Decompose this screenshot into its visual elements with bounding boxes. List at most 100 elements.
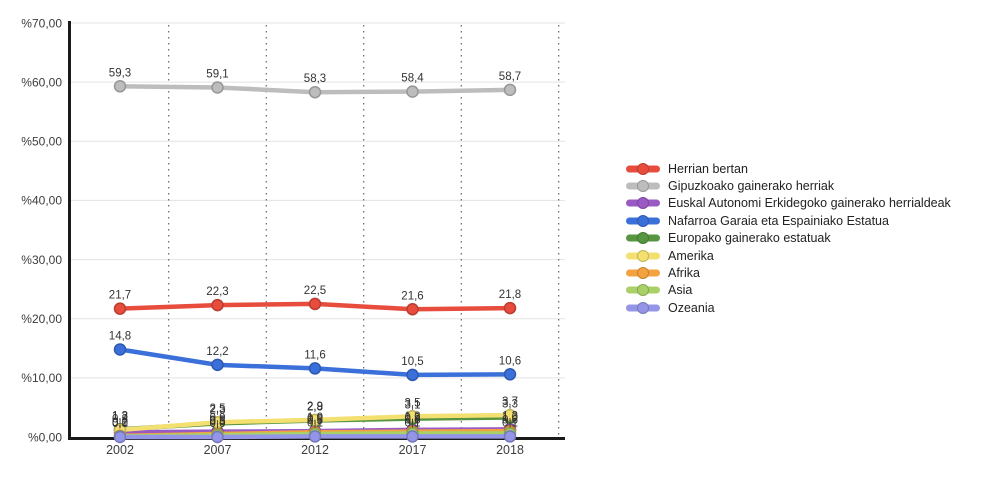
data-point-label: 0,9 <box>405 413 421 425</box>
data-point-label: 12,2 <box>206 346 228 358</box>
data-point-label: 10,6 <box>499 355 521 367</box>
data-point-label: 0,0 <box>112 418 128 430</box>
data-point-label: 21,8 <box>499 289 521 301</box>
data-point-ozeania <box>211 430 224 444</box>
y-tick-label: %0,00 <box>28 430 62 444</box>
data-point-label: 1,0 <box>307 412 323 424</box>
data-point-herrian-bertan <box>308 297 322 311</box>
data-point-gipuzkoako-gainerako-herriak <box>503 83 517 97</box>
legend-swatch-icon <box>626 266 660 280</box>
legend-swatch-icon <box>626 162 660 176</box>
x-tick-label: 2018 <box>496 443 524 457</box>
data-point-label: 10,5 <box>401 356 423 368</box>
data-point-herrian-bertan <box>113 302 127 315</box>
data-point-ozeania <box>503 430 517 443</box>
data-point-label: 0,5 <box>210 415 226 427</box>
data-point-label: 1,2 <box>405 411 421 423</box>
data-point-gipuzkoako-gainerako-herriak <box>211 81 224 94</box>
legend-label: Amerika <box>668 248 714 263</box>
legend-item-afrika: Afrika <box>626 264 951 281</box>
legend-label: Europako gainerako estatuak <box>668 231 831 246</box>
x-tick-label: 2012 <box>301 443 329 457</box>
data-point-gipuzkoako-gainerako-herriak <box>113 80 127 93</box>
legend-label: Herrian bertan <box>668 161 748 176</box>
legend-label: Gipuzkoako gainerako herriak <box>668 179 835 194</box>
data-point-label: 1,2 <box>112 411 128 423</box>
data-point-label: 58,3 <box>304 73 326 85</box>
data-point-label: 2,3 <box>210 404 226 416</box>
data-point-label: 2,5 <box>210 403 226 415</box>
legend-swatch-icon <box>626 214 660 228</box>
data-point-label: 59,1 <box>206 68 228 80</box>
data-point-label: 22,5 <box>304 285 326 297</box>
data-point-amerika <box>211 415 224 429</box>
data-point-label: 0,1 <box>307 417 323 429</box>
data-point-label: 21,6 <box>401 290 423 302</box>
data-point-amerika <box>308 413 322 427</box>
data-point-gipuzkoako-gainerako-herriak <box>308 85 322 99</box>
data-point-amerika <box>406 410 419 423</box>
data-point-nafarroa-garaia-eta-espainiako-estatua <box>406 368 419 382</box>
legend-swatch-icon <box>626 283 660 297</box>
legend-item-asia: Asia <box>626 282 951 299</box>
data-point-ozeania <box>308 430 322 443</box>
x-tick-label: 2002 <box>106 443 134 457</box>
legend-item-euskal-autonomi-erkidegoko-gainerako-herrialdeak: Euskal Autonomi Erkidegoko gainerako her… <box>626 195 951 212</box>
data-point-label: 2,8 <box>307 401 323 413</box>
legend-item-gipuzkoako-gainerako-herriak: Gipuzkoako gainerako herriak <box>626 177 951 194</box>
legend-swatch-icon <box>626 249 660 263</box>
legend-label: Euskal Autonomi Erkidegoko gainerako her… <box>668 196 951 211</box>
x-tick-label: 2017 <box>399 443 427 457</box>
y-tick-label: %10,00 <box>21 371 62 385</box>
legend-label: Afrika <box>668 266 700 281</box>
data-point-label: 3,3 <box>502 398 518 410</box>
legend-label: Asia <box>668 283 693 298</box>
data-point-label: 1,3 <box>112 410 128 422</box>
data-point-label: 3,7 <box>502 396 518 408</box>
data-point-label: 0,2 <box>112 417 128 429</box>
legend-item-ozeania: Ozeania <box>626 299 951 316</box>
legend-label: Ozeania <box>668 300 715 315</box>
line-chart: %0,00 %10,00 %20,00 %30,00 %40,00 %50,00 %60,0… <box>21 16 565 457</box>
data-point-nafarroa-garaia-eta-espainiako-estatua <box>113 343 127 356</box>
y-tick-label: %70,00 <box>21 16 62 30</box>
data-point-label: 21,7 <box>109 290 131 302</box>
legend-label: Nafarroa Garaia eta Espainiako Estatua <box>668 213 889 228</box>
data-point-label: 0,1 <box>112 417 128 429</box>
y-tick-label: %60,00 <box>21 75 62 89</box>
data-point-label: 0,8 <box>307 413 323 425</box>
data-point-nafarroa-garaia-eta-espainiako-estatua <box>308 362 322 375</box>
legend-swatch-icon <box>626 231 660 245</box>
data-point-label: 0,1 <box>405 417 421 429</box>
data-point-ozeania <box>113 430 127 444</box>
data-point-label: 58,4 <box>401 73 424 85</box>
x-tick-label: 2007 <box>204 443 232 457</box>
data-point-label: 0,8 <box>112 413 128 425</box>
data-point-label: 59,3 <box>109 67 131 79</box>
y-tick-label: %30,00 <box>21 253 62 267</box>
data-point-label: 14,8 <box>109 330 131 342</box>
legend-swatch-icon <box>626 179 660 193</box>
data-point-label: 1,3 <box>502 410 518 422</box>
data-point-herrian-bertan <box>406 303 419 316</box>
data-point-nafarroa-garaia-eta-espainiako-estatua <box>503 368 517 381</box>
data-point-label: 0,0 <box>210 418 226 430</box>
legend-item-nafarroa-garaia-eta-espainiako-estatua: Nafarroa Garaia eta Espainiako Estatua <box>626 212 951 229</box>
data-point-label: 3,5 <box>405 397 421 409</box>
chart-legend: Herrian bertan Gipuzkoako gainerako herri… <box>626 160 951 317</box>
data-point-label: 2,9 <box>307 401 323 413</box>
data-point-label: 0,5 <box>307 415 323 427</box>
data-point-label: 0,3 <box>210 416 226 428</box>
data-point-label: 11,6 <box>304 349 326 361</box>
data-point-label: 0,6 <box>405 414 421 426</box>
data-point-nafarroa-garaia-eta-espainiako-estatua <box>211 358 224 372</box>
y-tick-label: %50,00 <box>21 135 62 149</box>
y-tick-label: %40,00 <box>21 194 62 208</box>
y-tick-label: %20,00 <box>21 312 62 326</box>
data-point-label: 0,1 <box>502 417 518 429</box>
data-point-label: 3,1 <box>405 400 421 412</box>
legend-swatch-icon <box>626 196 660 210</box>
legend-item-herrian-bertan: Herrian bertan <box>626 160 951 177</box>
data-point-label: 0,9 <box>210 413 226 425</box>
data-point-herrian-bertan <box>211 298 224 312</box>
